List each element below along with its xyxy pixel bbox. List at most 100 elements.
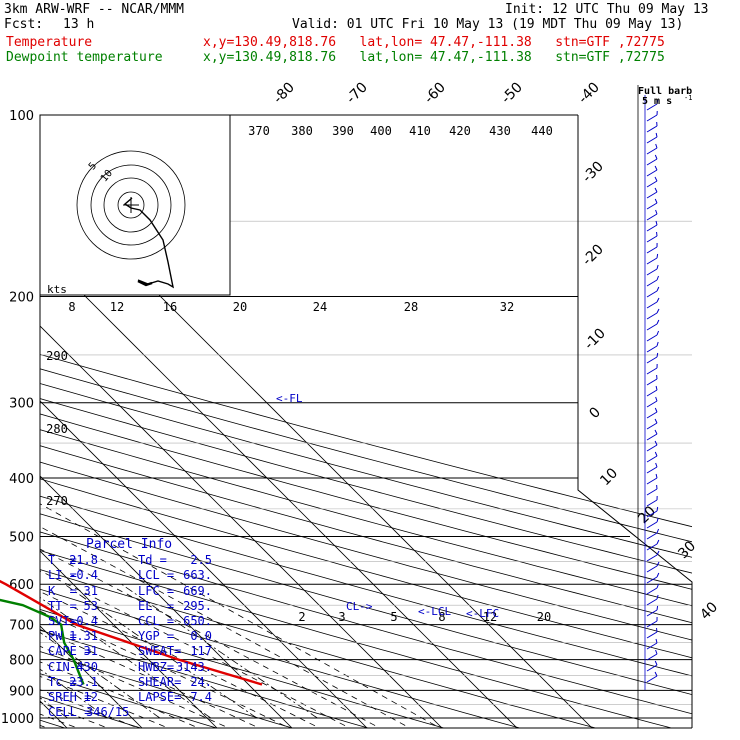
parcel-value: CCL = xyxy=(138,613,175,628)
wind-barb-flag xyxy=(655,220,658,226)
parcel-row: CAPE = 31 SWEAT= 117 xyxy=(40,644,270,659)
pressure-label: 800 xyxy=(9,654,34,669)
wind-barb-flag xyxy=(654,429,658,435)
hodograph-trace xyxy=(123,197,174,289)
parcel-value: LFC = xyxy=(138,583,175,598)
wind-barb xyxy=(646,345,658,353)
parcel-value: 12 xyxy=(83,689,98,704)
parcel-value: 3143. xyxy=(175,659,212,674)
level-marker: <-FL xyxy=(276,392,303,405)
parcel-value: 2.5 xyxy=(190,553,212,568)
wind-barb xyxy=(646,631,658,639)
moist-adiabat-line xyxy=(40,675,170,728)
wind-barb xyxy=(646,235,658,243)
mixing-ratio-label: 12 xyxy=(483,610,497,624)
isotherm-label: -70 xyxy=(343,79,370,106)
mixing-ratio-label: 3 xyxy=(338,610,345,624)
wind-barb xyxy=(646,323,658,331)
parcel-value: SVI= xyxy=(48,613,77,628)
parcel-value: SHEAR= xyxy=(138,674,182,689)
dewpoint-location-info: x,y=130.49,818.76 lat,lon= 47.47,-111.38… xyxy=(203,50,665,65)
wind-barb-flag xyxy=(654,187,658,193)
hodograph-ring-label: 5 xyxy=(87,161,99,173)
hodograph-ring xyxy=(117,191,145,219)
parcel-value: 0.0 xyxy=(190,629,212,644)
wind-barb-flag xyxy=(656,264,659,270)
parcel-value: K = xyxy=(48,583,77,598)
parcel-value: 7.4 xyxy=(190,689,212,704)
parcel-info-title: Parcel Info xyxy=(86,537,173,552)
level-marker: <-LFC xyxy=(466,607,499,620)
wind-barb xyxy=(646,565,658,573)
wind-barb xyxy=(646,510,658,518)
theta-e-label: 280 xyxy=(46,422,68,436)
wind-barb xyxy=(646,169,658,177)
dewpoint-legend: Dewpoint temperature xyxy=(6,50,163,65)
frame-right-edge xyxy=(577,115,693,728)
hodograph-ring xyxy=(90,164,172,246)
wind-barb-flag xyxy=(654,154,658,160)
moist-adiabat-line xyxy=(40,503,441,728)
parcel-row: TT = 53 EL = 295. xyxy=(40,599,270,614)
wind-barb-flag xyxy=(654,660,658,666)
parcel-value: LAPSE= xyxy=(138,689,182,704)
parcel-value: -430 xyxy=(69,659,98,674)
isotherm-label: -10 xyxy=(581,325,608,352)
parcel-value: CIN = xyxy=(48,659,85,674)
moist-adiabat-line xyxy=(40,661,200,728)
wind-barb-flag xyxy=(654,407,658,413)
wind-barb-flag xyxy=(654,440,658,446)
wind-barb xyxy=(646,125,658,133)
wind-barb xyxy=(646,290,658,298)
temperature-legend: Temperature xyxy=(6,35,93,50)
dry-adiabat-line xyxy=(40,429,692,607)
theta-label: 380 xyxy=(291,124,313,138)
barb-legend-exponent: -1 xyxy=(684,94,692,102)
wind-barb xyxy=(646,224,658,232)
parcel-value: LI = xyxy=(48,568,77,583)
parcel-value: T = xyxy=(48,553,77,568)
theta-label: 390 xyxy=(332,124,354,138)
mixing-ratio-line xyxy=(0,584,4,718)
dry-adiabat-line xyxy=(40,413,692,590)
wind-barb-flag xyxy=(656,528,660,534)
wind-barb-flag xyxy=(656,297,660,303)
barb-legend-title: Full barb xyxy=(638,86,692,97)
wind-barb xyxy=(646,312,658,320)
wind-barb-flag xyxy=(656,330,660,336)
dry-adiabat-line xyxy=(40,513,692,696)
isotherm-label: 30 xyxy=(675,538,699,562)
forecast-label: Fcst: xyxy=(4,17,44,32)
hodograph-speed-label: 16 xyxy=(163,300,177,314)
hodograph-speed-label: 8 xyxy=(68,300,75,314)
wind-barb-flag xyxy=(656,583,659,589)
wind-barb xyxy=(646,455,658,463)
isotherm-label: 40 xyxy=(697,599,721,623)
wind-barb-flag xyxy=(655,143,658,149)
theta-label: 410 xyxy=(409,124,431,138)
theta-label: 400 xyxy=(370,124,392,138)
valid-time: Valid: 01 UTC Fri 10 May 13 (19 MDT Thu … xyxy=(292,17,684,32)
parcel-value: 346/15 xyxy=(86,705,130,720)
pressure-label: 300 xyxy=(9,397,34,412)
wind-barb xyxy=(646,576,658,584)
parcel-row: CIN = -430 HWBZ= 3143. xyxy=(40,660,270,675)
moist-adiabat-line xyxy=(40,548,381,728)
wind-barb xyxy=(646,466,658,474)
isotherm-label: -30 xyxy=(579,158,606,185)
wind-barb xyxy=(646,554,658,562)
mixing-ratio-label: 5 xyxy=(390,610,397,624)
dry-adiabat-line xyxy=(40,608,446,728)
wind-barb xyxy=(646,532,658,540)
wind-barb xyxy=(646,367,658,375)
wind-barb-flag xyxy=(656,308,660,314)
parcel-row: SREH = 12 LAPSE= 7.4 xyxy=(40,690,270,705)
wind-barb xyxy=(646,609,658,617)
dry-adiabat-line xyxy=(40,495,692,677)
wind-barb xyxy=(646,136,658,144)
pressure-label: 600 xyxy=(9,578,34,593)
isotherm-label: 10 xyxy=(597,465,621,489)
dry-adiabat-line xyxy=(40,651,294,728)
level-marker: CL-> xyxy=(346,600,373,613)
